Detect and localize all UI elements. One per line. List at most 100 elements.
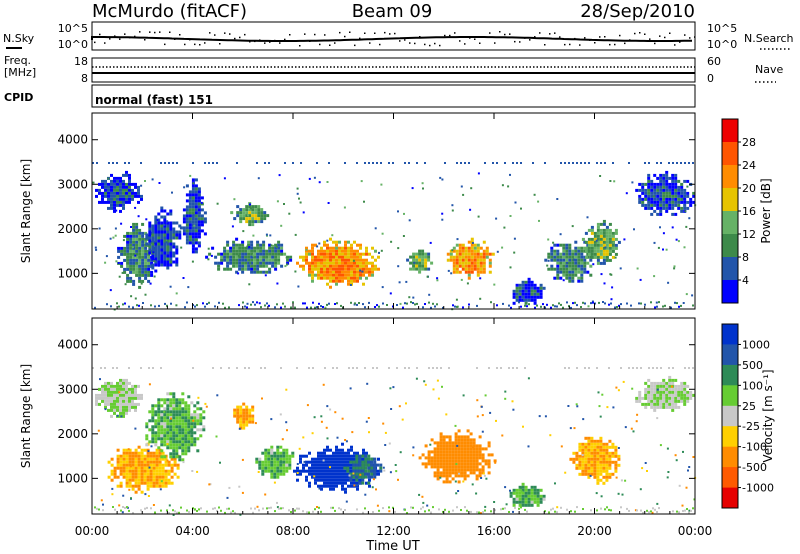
data-cell (329, 469, 332, 473)
ground-scatter-cell (600, 507, 602, 510)
data-cell (668, 390, 672, 394)
data-cell (458, 246, 462, 250)
data-cell (436, 447, 440, 451)
data-cell (288, 457, 292, 461)
data-cell (110, 188, 113, 192)
data-cell (302, 466, 305, 470)
data-cell (596, 258, 600, 262)
data-cell (134, 191, 137, 195)
data-cell (539, 497, 543, 501)
power-frame (91, 112, 696, 310)
data-cell (571, 258, 575, 262)
data-cell (353, 279, 356, 283)
noise-cell (200, 201, 203, 204)
data-cell (565, 258, 569, 262)
noise-cell (148, 466, 151, 469)
data-cell (590, 436, 594, 440)
data-cell (575, 466, 579, 470)
data-cell (178, 416, 182, 420)
data-cell (226, 255, 230, 259)
data-cell (104, 399, 107, 403)
data-cell (119, 381, 122, 385)
data-cell (197, 226, 201, 230)
data-cell (356, 261, 359, 265)
noise-cell (345, 500, 348, 503)
data-cell (101, 396, 104, 400)
data-cell (317, 466, 320, 470)
noise-cell (480, 405, 483, 408)
data-cell (689, 390, 693, 394)
ground-scatter-cell (202, 302, 204, 305)
data-cell (235, 264, 239, 268)
data-cell (427, 252, 431, 256)
data-cell (242, 211, 246, 215)
data-cell (602, 240, 606, 244)
noise-cell (134, 254, 137, 257)
data-cell (157, 260, 161, 264)
data-cell (140, 481, 144, 485)
data-cell (533, 500, 537, 504)
noise-cell (294, 270, 297, 273)
data-cell (116, 396, 119, 400)
nsearch-dot (274, 39, 276, 42)
data-cell (635, 188, 639, 192)
data-cell (367, 463, 371, 467)
data-cell (116, 179, 119, 183)
data-cell (550, 264, 554, 268)
data-cell (671, 408, 675, 412)
data-cell (181, 440, 185, 444)
data-cell (125, 448, 129, 452)
data-cell (686, 179, 690, 183)
data-cell (172, 434, 176, 438)
noise-cell (166, 459, 169, 462)
data-cell (116, 405, 119, 409)
data-cell (116, 484, 120, 488)
data-cell (166, 239, 170, 243)
noise-cell (151, 178, 154, 181)
data-cell (320, 469, 323, 473)
data-cell (377, 457, 380, 461)
data-cell (113, 402, 116, 406)
ground-scatter-cell (526, 305, 528, 308)
data-cell (608, 243, 612, 247)
data-cell (356, 258, 359, 262)
data-cell (674, 179, 678, 183)
noise-cell (191, 470, 194, 472)
data-cell (653, 399, 657, 403)
colorbar-swatch (722, 142, 738, 166)
data-cell (370, 460, 374, 464)
nsearch-dot (224, 32, 226, 34)
data-cell (605, 472, 609, 476)
nsearch-dot (649, 38, 651, 40)
data-cell (140, 475, 144, 479)
data-cell (653, 402, 657, 406)
ground-scatter-cell (598, 301, 600, 304)
ground-scatter-cell (444, 508, 446, 511)
data-cell (458, 270, 462, 274)
data-cell (587, 448, 591, 452)
data-cell (476, 261, 480, 265)
data-cell (311, 276, 314, 280)
data-cell (641, 188, 645, 192)
data-cell (602, 255, 606, 259)
data-cell (445, 474, 449, 478)
ground-scatter-cell (650, 301, 652, 304)
ground-scatter-cell (312, 301, 314, 304)
data-cell (169, 452, 173, 456)
data-cell (113, 206, 116, 210)
data-cell (178, 233, 182, 237)
noise-cell (405, 280, 408, 283)
data-cell (671, 188, 675, 192)
noise-cell (597, 391, 600, 394)
data-cell (329, 258, 332, 262)
data-cell (311, 258, 314, 262)
data-cell (635, 399, 639, 403)
data-cell (279, 445, 283, 449)
data-cell (469, 468, 473, 472)
noise-cell (527, 445, 530, 448)
data-cell (273, 457, 277, 461)
data-cell (148, 440, 152, 444)
noise-cell (192, 419, 195, 422)
data-cell (151, 428, 155, 432)
data-cell (590, 463, 594, 467)
